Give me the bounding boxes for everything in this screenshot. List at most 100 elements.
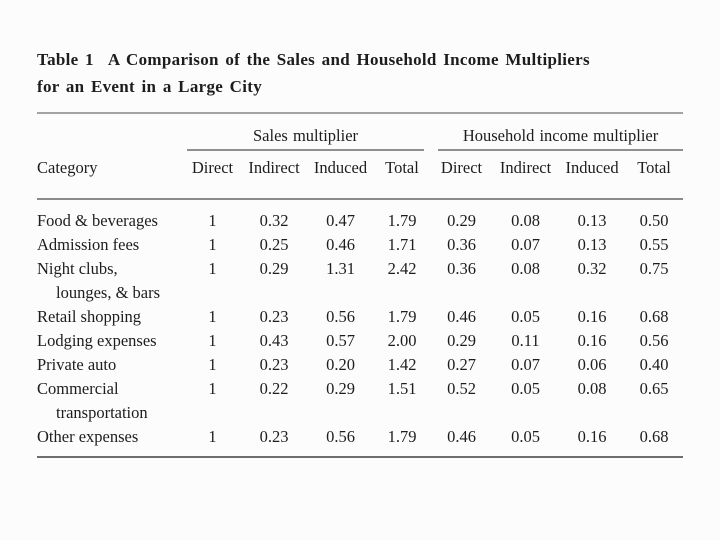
value-cell: 0.46 — [447, 307, 476, 326]
table-row: Night clubs, lounges, & bars 1 0.29 1.31 … — [37, 257, 683, 305]
value-cell: 0.32 — [577, 259, 607, 278]
value-cell: 0.29 — [447, 211, 476, 230]
value-cell: 0.11 — [511, 331, 540, 350]
category-cell: Commercial transportation — [37, 377, 185, 425]
value-cell: 0.23 — [259, 355, 289, 374]
value-cell: 1 — [208, 331, 217, 350]
table-body: Food & beverages 1 0.32 0.47 1.79 0.29 0… — [37, 209, 683, 449]
value-cell: 1.79 — [387, 307, 417, 326]
value-cell: 0.32 — [259, 211, 289, 230]
category-text: Retail shopping — [37, 307, 142, 326]
table-row: Admission fees 1 0.25 0.46 1.71 0.36 0.0… — [37, 233, 683, 257]
sales-multiplier-label: Sales multiplier — [187, 126, 425, 151]
value-cell: 0.27 — [447, 355, 476, 374]
value-cell: 0.46 — [326, 235, 355, 254]
category-text: Night clubs, — [37, 259, 118, 278]
table-title-text: A Comparison of the Sales and Household … — [107, 50, 590, 69]
value-cell: 0.43 — [259, 331, 289, 350]
value-cell: 0.29 — [326, 379, 355, 398]
horizontal-rule-bottom — [37, 456, 683, 458]
value-cell: 0.20 — [326, 355, 355, 374]
value-cell: 0.07 — [511, 235, 540, 254]
value-cell: 0.07 — [511, 355, 540, 374]
value-cell: 0.13 — [577, 235, 607, 254]
value-cell: 0.75 — [639, 259, 669, 278]
horizontal-rule-middle — [37, 198, 683, 200]
value-cell: 0.68 — [639, 307, 669, 326]
table-title: Table 1 A Comparison of the Sales and Hou… — [37, 46, 683, 100]
col-header-sales-direct: Direct — [191, 158, 234, 177]
col-header-household-indirect: Indirect — [499, 158, 552, 177]
value-cell: 0.08 — [511, 259, 540, 278]
sales-multiplier-group-header: Sales multiplier — [185, 126, 431, 151]
table-title-line1: Table 1 A Comparison of the Sales and Hou… — [37, 46, 683, 73]
category-text: Lodging expenses — [37, 331, 157, 350]
value-cell: 1 — [208, 355, 217, 374]
table-header: Sales multiplier Household income multip… — [37, 126, 684, 177]
value-cell: 0.50 — [639, 211, 669, 230]
category-cell: Private auto — [37, 353, 185, 377]
col-header-sales-induced: Induced — [313, 158, 368, 177]
value-cell: 0.46 — [447, 427, 476, 446]
value-cell: 1.79 — [387, 427, 417, 446]
table-title-line2: for an Event in a Large City — [37, 77, 263, 96]
category-cell: Admission fees — [37, 233, 185, 257]
group-header-spacer — [37, 126, 185, 151]
table-row: Commercial transportation 1 0.22 0.29 1.5… — [37, 377, 683, 425]
value-cell: 0.47 — [326, 211, 355, 230]
value-cell: 0.57 — [326, 331, 355, 350]
value-cell: 1.42 — [387, 355, 417, 374]
col-header-sales-total: Total — [385, 158, 419, 177]
value-cell: 0.16 — [577, 307, 607, 326]
value-cell: 0.06 — [577, 355, 607, 374]
value-cell: 0.16 — [577, 331, 607, 350]
value-cell: 0.52 — [447, 379, 476, 398]
value-cell: 1.51 — [387, 379, 417, 398]
category-cell: Night clubs, lounges, & bars — [37, 257, 185, 305]
value-cell: 0.05 — [511, 307, 540, 326]
value-cell: 0.68 — [639, 427, 669, 446]
category-text: Other expenses — [37, 427, 139, 446]
category-text-line2: lounges, & bars — [56, 283, 161, 302]
category-text-line2: transportation — [56, 403, 148, 422]
value-cell: 0.36 — [447, 235, 476, 254]
value-cell: 0.23 — [259, 307, 289, 326]
value-cell: 0.65 — [639, 379, 669, 398]
category-text: Admission fees — [37, 235, 140, 254]
value-cell: 0.56 — [326, 307, 355, 326]
value-cell: 0.13 — [577, 211, 607, 230]
col-header-household-induced: Induced — [565, 158, 619, 177]
value-cell: 1 — [208, 307, 217, 326]
table-row: Food & beverages 1 0.32 0.47 1.79 0.29 0… — [37, 209, 683, 233]
value-cell: 0.08 — [577, 379, 607, 398]
column-header-row: Category Direct Indirect Induced Total D… — [37, 151, 683, 177]
category-text: Private auto — [37, 355, 117, 374]
category-cell: Other expenses — [37, 425, 185, 449]
value-cell: 0.29 — [259, 259, 289, 278]
value-cell: 0.16 — [577, 427, 607, 446]
value-cell: 0.05 — [511, 427, 540, 446]
value-cell: 0.08 — [511, 211, 540, 230]
value-cell: 2.00 — [387, 331, 417, 350]
table-row: Retail shopping 1 0.23 0.56 1.79 0.46 0.… — [37, 305, 683, 329]
value-cell: 0.25 — [259, 235, 289, 254]
value-cell: 1 — [208, 379, 217, 398]
table-row: Other expenses 1 0.23 0.56 1.79 0.46 0.0… — [37, 425, 683, 449]
value-cell: 1.31 — [326, 259, 355, 278]
value-cell: 0.56 — [639, 331, 669, 350]
category-cell: Retail shopping — [37, 305, 185, 329]
value-cell: 1 — [208, 235, 217, 254]
category-cell: Food & beverages — [37, 209, 185, 233]
category-text: Food & beverages — [37, 211, 158, 230]
value-cell: 2.42 — [387, 259, 417, 278]
category-text: Commercial — [37, 379, 119, 398]
horizontal-rule-top — [37, 112, 683, 114]
value-cell: 0.40 — [639, 355, 669, 374]
value-cell: 0.22 — [259, 379, 289, 398]
value-cell: 1.79 — [387, 211, 417, 230]
value-cell: 1 — [208, 427, 217, 446]
category-cell: Lodging expenses — [37, 329, 185, 353]
table-number-label: Table 1 — [37, 50, 94, 69]
value-cell: 0.23 — [259, 427, 289, 446]
